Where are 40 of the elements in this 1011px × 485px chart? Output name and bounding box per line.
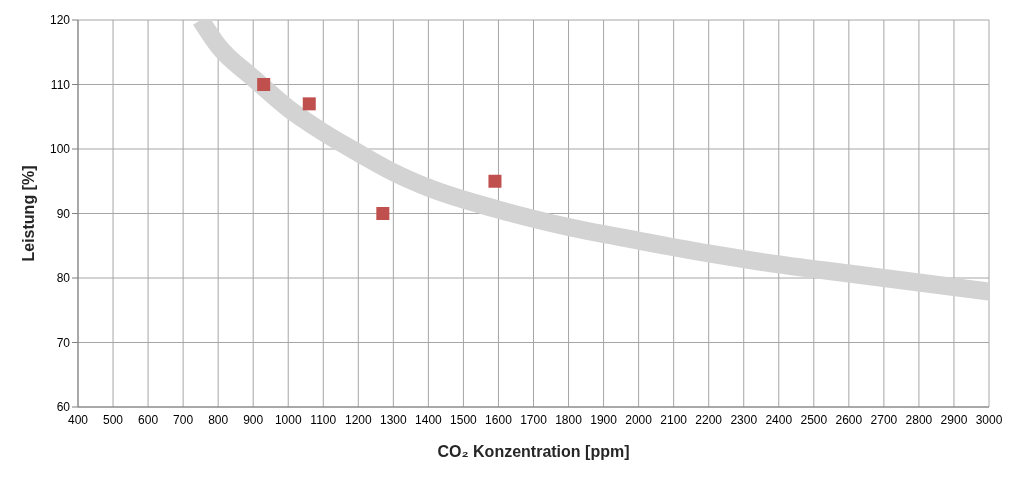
x-tick-label: 1100 xyxy=(310,412,337,427)
x-tick-label: 700 xyxy=(173,412,194,427)
x-tick-label: 2300 xyxy=(730,412,758,427)
x-tick-label: 400 xyxy=(67,412,89,427)
y-tick-label: 70 xyxy=(56,335,71,350)
x-tick-label: 2500 xyxy=(800,412,828,427)
x-tick-label: 2100 xyxy=(660,412,688,427)
x-tick-label: 2800 xyxy=(905,412,933,427)
x-tick-label: 1700 xyxy=(520,412,548,427)
x-tick-label: 1200 xyxy=(344,412,372,427)
point xyxy=(302,97,316,111)
y-axis-title: Leistung [%] xyxy=(19,165,37,262)
y-tick-label: 90 xyxy=(56,206,71,221)
x-tick-label: 2600 xyxy=(835,412,863,427)
x-tick-label: 1500 xyxy=(450,412,478,427)
x-tick-label: 2400 xyxy=(765,412,793,427)
x-tick-label: 2200 xyxy=(695,412,723,427)
x-tick-label: 1900 xyxy=(590,412,618,427)
x-tick-label: 2000 xyxy=(625,412,653,427)
x-tick-label: 900 xyxy=(243,412,264,427)
x-tick-label: 600 xyxy=(138,412,159,427)
point xyxy=(488,174,502,188)
y-tick-label: 80 xyxy=(56,271,71,286)
y-tick-label: 110 xyxy=(50,77,71,92)
y-tick-label: 120 xyxy=(49,13,71,28)
x-tick-label: 2700 xyxy=(870,412,898,427)
x-axis-title: CO₂ Konzentration [ppm] xyxy=(437,443,630,460)
x-tick-label: 1600 xyxy=(485,412,513,427)
x-tick-label: 500 xyxy=(103,412,124,427)
x-tick-label: 1800 xyxy=(555,412,583,427)
x-tick-label: 1300 xyxy=(379,412,408,427)
point xyxy=(257,78,271,91)
x-tick-label: 1000 xyxy=(274,412,302,427)
x-tick-label: 3000 xyxy=(975,412,1003,427)
x-tick-label: 800 xyxy=(208,412,229,427)
y-tick-label: 100 xyxy=(49,142,71,157)
point xyxy=(376,207,390,220)
y-tick-label: 60 xyxy=(56,400,71,415)
x-tick-label: 2900 xyxy=(940,412,968,427)
x-tick-label: 1400 xyxy=(415,412,443,427)
